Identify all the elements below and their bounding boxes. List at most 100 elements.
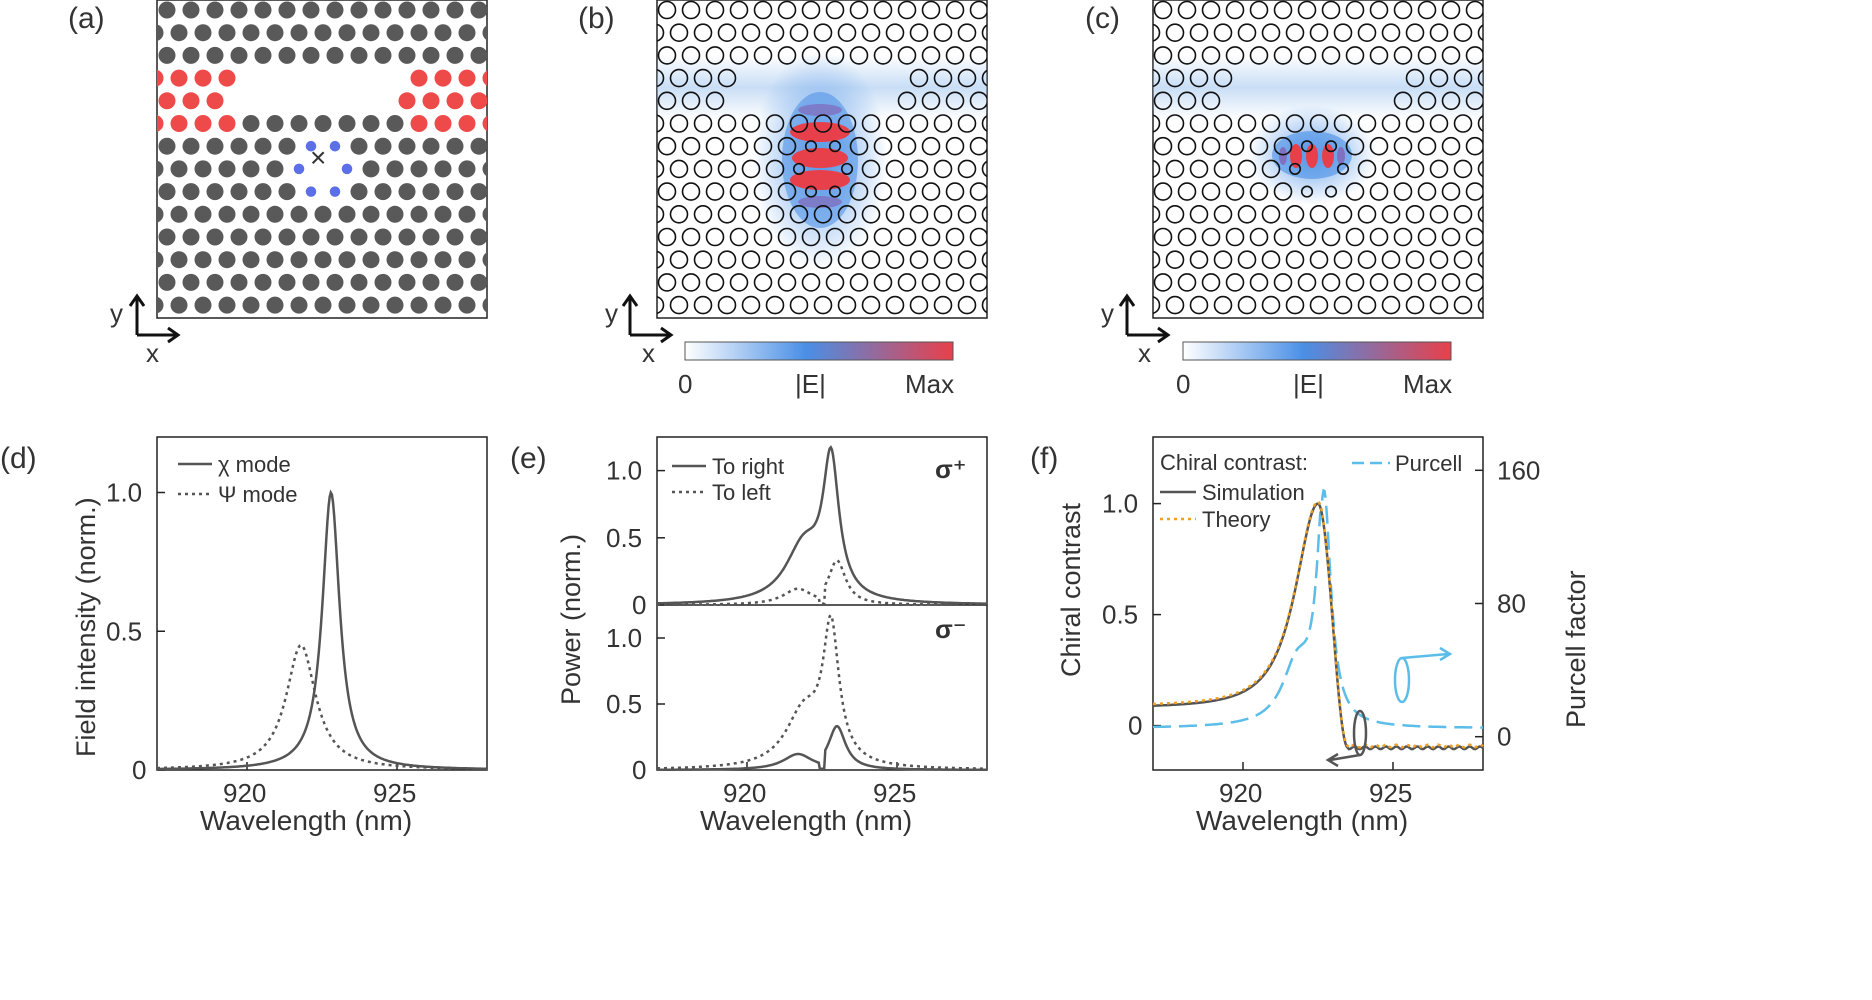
lattice-hole: [182, 228, 200, 246]
lattice-hole: [729, 0, 749, 20]
lattice-hole: [278, 46, 296, 64]
lattice-hole: [1153, 182, 1173, 201]
lattice-hole: [158, 273, 176, 291]
lattice-hole: [458, 296, 476, 314]
lattice-hole: [669, 159, 689, 179]
lattice-hole: [909, 295, 929, 315]
lattice-hole: [1333, 250, 1353, 270]
lattice-hole: [194, 115, 212, 132]
lattice-hole: [290, 251, 308, 269]
lattice-hole: [681, 46, 701, 65]
lattice-hole: [765, 114, 785, 133]
lattice-hole: [801, 46, 821, 65]
lattice-hole: [717, 295, 737, 315]
photonic-lattice-a: [157, 1, 487, 336]
lattice-hole: [1288, 162, 1302, 175]
lattice-hole: [657, 91, 677, 111]
lattice-hole: [945, 46, 965, 65]
lattice-hole: [326, 273, 344, 291]
lattice-hole: [434, 115, 452, 132]
lattice-hole: [290, 24, 308, 42]
lattice-hole: [255, 319, 272, 336]
lattice-hole: [827, 319, 844, 336]
lattice-hole: [1237, 23, 1257, 43]
lattice-hole: [873, 227, 893, 247]
lattice-hole: [717, 114, 737, 133]
lattice-hole: [693, 250, 713, 270]
lattice-hole: [1321, 273, 1341, 292]
lattice-hole: [279, 319, 296, 336]
lattice-hole: [1153, 227, 1173, 247]
lattice-hole: [1300, 140, 1314, 153]
y-tick-label: 0: [632, 755, 646, 785]
lattice-hole: [278, 137, 296, 155]
lattice-hole: [470, 1, 487, 19]
lattice-hole: [897, 227, 917, 247]
lattice-hole: [1177, 182, 1197, 201]
lattice-hole: [1165, 68, 1185, 88]
lattice-hole: [1273, 227, 1293, 247]
lattice-hole: [207, 319, 224, 336]
lattice-hole: [351, 319, 368, 336]
lattice-hole: [1177, 0, 1197, 20]
lattice-hole: [314, 24, 332, 42]
lattice-hole: [157, 160, 164, 178]
lattice-hole: [1177, 46, 1197, 65]
lattice-hole: [1201, 182, 1221, 201]
lattice-hole: [1453, 205, 1473, 224]
lattice-hole: [470, 137, 487, 155]
lattice-hole: [1201, 273, 1221, 292]
lattice-hole: [1357, 23, 1377, 43]
lattice-hole: [825, 273, 845, 292]
lattice-hole: [849, 136, 869, 156]
lattice-hole: [945, 0, 965, 20]
y-tick-label: 0.5: [606, 523, 642, 553]
lattice-hole: [1429, 23, 1449, 43]
lattice-hole: [1453, 250, 1473, 270]
lattice-hole: [981, 69, 987, 87]
lattice-hole: [1189, 23, 1209, 43]
lattice-hole: [293, 163, 305, 175]
lattice-hole: [777, 46, 797, 65]
x-axis-label-f: Wavelength (nm): [1196, 805, 1408, 836]
lattice-hole: [1429, 295, 1449, 315]
lattice-hole: [885, 250, 905, 270]
lattice-hole: [326, 46, 344, 64]
lattice-hole: [981, 160, 987, 178]
lattice-hole: [657, 273, 677, 292]
lattice-hole: [398, 228, 416, 246]
lattice-hole: [1225, 46, 1245, 65]
lattice-hole: [470, 92, 487, 110]
lattice-hole: [921, 227, 941, 247]
lattice-hole: [170, 24, 188, 42]
y-tick-label: 0: [1128, 711, 1142, 741]
lattice-hole: [657, 159, 665, 178]
lattice-hole: [875, 319, 892, 336]
lattice-hole: [777, 0, 797, 20]
lattice-hole: [717, 250, 737, 270]
x-tick-label: 920: [223, 778, 266, 808]
lattice-hole: [338, 296, 356, 314]
lattice-hole: [1273, 182, 1293, 201]
lattice-hole: [482, 206, 487, 222]
lattice-hole: [1417, 136, 1437, 156]
lattice-hole: [218, 24, 236, 42]
lattice-hole: [398, 273, 416, 291]
lattice-hole: [1165, 114, 1185, 133]
lattice-hole: [813, 205, 833, 224]
lattice-hole: [230, 183, 248, 201]
lattice-hole: [1213, 23, 1233, 43]
lattice-hole: [897, 91, 917, 111]
lattice-hole: [657, 46, 677, 65]
y2-tick-label: 0: [1497, 722, 1511, 752]
lattice-hole: [410, 69, 428, 87]
lattice-hole: [825, 46, 845, 65]
lattice-hole: [447, 319, 464, 336]
lattice-hole: [1405, 295, 1425, 315]
lattice-hole: [230, 46, 248, 64]
lattice-hole: [849, 227, 869, 247]
lattice-hole: [729, 136, 749, 156]
lattice-hole: [398, 46, 416, 64]
lattice-hole: [755, 319, 772, 336]
